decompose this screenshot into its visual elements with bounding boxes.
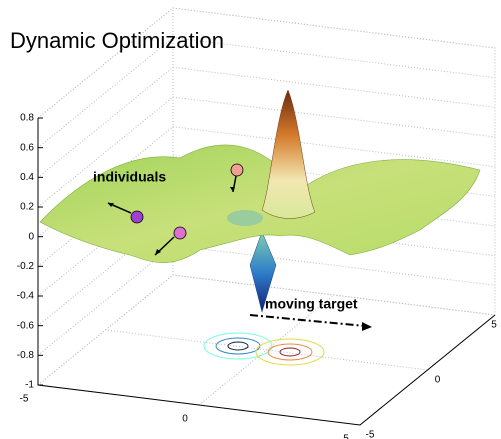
y-tick-label: -5: [366, 430, 375, 439]
annotation: moving target: [265, 296, 358, 312]
z-tick-label: 0: [28, 231, 34, 242]
floor-contours: [203, 332, 325, 366]
grid-line: [105, 329, 428, 371]
surface: [39, 89, 481, 313]
x-tick-label: 5: [343, 434, 349, 439]
z-tick-label: 0.8: [20, 113, 34, 124]
chart-title: Dynamic Optimization: [10, 28, 224, 53]
grid-line: [37, 126, 496, 238]
z-tick-label: 0.4: [20, 172, 34, 183]
y-tick-label: 0: [435, 375, 441, 386]
grid-line: [37, 7, 496, 119]
z-tick-label: -0.6: [17, 320, 35, 331]
z-tick-label: -0.2: [17, 261, 35, 272]
z-tick-label: -0.4: [17, 291, 35, 302]
grid-line: [172, 274, 496, 316]
individuals: [107, 163, 372, 331]
grid-line: [37, 66, 496, 178]
y-tick-label: 5: [491, 320, 497, 331]
x-tick-label: 0: [182, 414, 188, 425]
z-tick-label: 0.6: [20, 142, 34, 153]
grid-line: [37, 96, 496, 208]
z-tick-label: 0.2: [20, 202, 34, 213]
z-tick-label: -0.8: [17, 350, 35, 361]
axis-line: [37, 118, 496, 426]
x-tick-label: -5: [20, 394, 29, 405]
z-tick-label: -1: [25, 380, 34, 391]
annotation: individuals: [93, 169, 166, 185]
grid-line: [37, 37, 496, 149]
